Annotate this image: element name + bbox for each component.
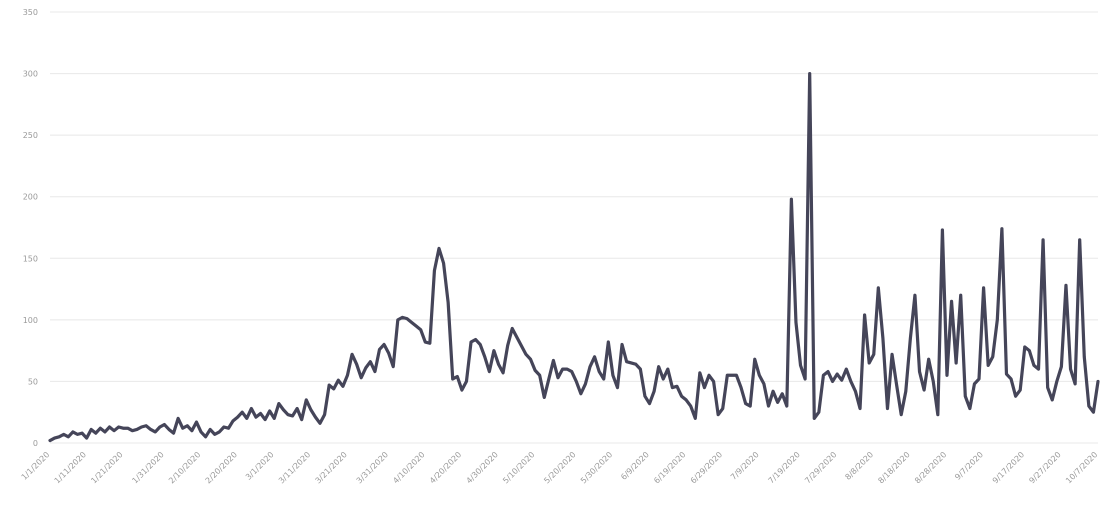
x-tick-label: 8/28/2020: [913, 450, 948, 485]
x-tick-label: 9/27/2020: [1027, 450, 1062, 485]
x-tick-label: 7/19/2020: [767, 450, 802, 485]
y-tick-label: 200: [23, 193, 38, 202]
x-tick-label: 10/7/2020: [1064, 450, 1099, 485]
x-tick-label: 6/19/2020: [652, 450, 687, 485]
x-tick-label: 8/8/2020: [843, 450, 875, 482]
x-tick-label: 6/9/2020: [619, 450, 651, 482]
x-tick-label: 1/11/2020: [53, 450, 88, 485]
x-tick-label: 8/18/2020: [876, 450, 911, 485]
x-tick-label: 4/10/2020: [391, 450, 426, 485]
x-tick-label: 3/11/2020: [277, 450, 312, 485]
x-tick-label: 9/17/2020: [991, 450, 1026, 485]
x-tick-label: 1/1/2020: [20, 450, 52, 482]
x-tick-label: 1/31/2020: [130, 450, 165, 485]
x-tick-label: 2/20/2020: [204, 450, 239, 485]
x-tick-label: 3/1/2020: [244, 450, 276, 482]
y-tick-label: 150: [23, 254, 38, 263]
series-line: [48, 71, 1100, 443]
y-tick-label: 300: [23, 70, 38, 79]
x-axis: 1/1/2020 1/11/2020 1/21/2020 1/31/2020 2/10/…: [20, 450, 1100, 485]
y-tick-label: 0: [33, 439, 38, 448]
x-tick-label: 6/29/2020: [689, 450, 724, 485]
x-tick-label: 2/10/2020: [167, 450, 202, 485]
x-tick-label: 5/10/2020: [501, 450, 536, 485]
x-tick-label: 3/21/2020: [314, 450, 349, 485]
x-tick-label: 9/7/2020: [953, 450, 985, 482]
x-tick-label: 5/30/2020: [579, 450, 614, 485]
x-tick-label: 4/30/2020: [465, 450, 500, 485]
y-tick-label: 250: [23, 131, 38, 140]
plot-area: [48, 71, 1100, 443]
gridlines: [50, 11, 1098, 444]
x-tick-label: 7/9/2020: [729, 450, 761, 482]
x-tick-label: 7/29/2020: [803, 450, 838, 485]
y-tick-label: 100: [23, 316, 38, 325]
x-tick-label: 3/31/2020: [355, 450, 390, 485]
x-tick-label: 5/20/2020: [542, 450, 577, 485]
y-axis: 0 50 100 150 200 250 300 350: [23, 8, 38, 448]
y-tick-label: 350: [23, 8, 38, 17]
x-tick-label: 4/20/2020: [428, 450, 463, 485]
y-tick-label: 50: [28, 377, 38, 386]
x-tick-label: 1/21/2020: [89, 450, 124, 485]
